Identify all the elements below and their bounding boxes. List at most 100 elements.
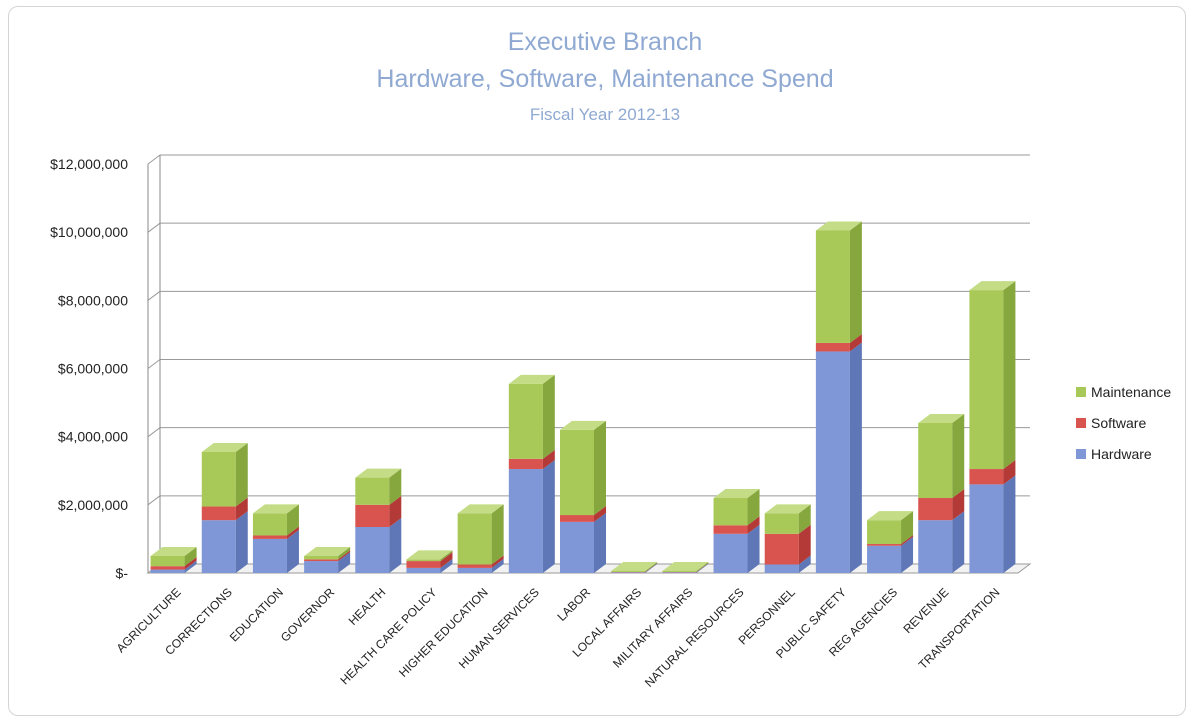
y-tick-label: $4,000,000 — [58, 429, 128, 445]
x-tick-label-higher-education: HIGHER EDUCATION — [396, 585, 491, 680]
bar-health-software-side — [389, 495, 402, 527]
bar-transportation-software-front — [969, 469, 1004, 485]
bar-health-care-policy-software — [406, 552, 453, 568]
bar-education-hardware-side — [286, 529, 299, 573]
bar-military-affairs-maintenance — [662, 561, 709, 572]
bar-military-affairs-software-side — [696, 562, 709, 573]
bar-top-natural-resources — [713, 489, 760, 499]
bar-group-local-affairs — [611, 561, 658, 573]
bar-transportation-software — [969, 460, 1016, 485]
legend-label-hardware: Hardware — [1091, 446, 1152, 462]
bar-top-military-affairs — [662, 561, 709, 571]
bar-education-maintenance-side — [286, 504, 299, 536]
bar-agriculture-maintenance-front — [150, 555, 185, 567]
bar-reg-agencies-hardware-side — [901, 536, 914, 573]
bar-governor-software-side — [338, 550, 351, 562]
legend: Maintenance Software Hardware — [1076, 384, 1171, 462]
bar-reg-agencies-maintenance — [867, 511, 914, 545]
bar-top-agriculture — [150, 546, 197, 556]
bar-personnel-maintenance-side — [798, 504, 811, 534]
bar-natural-resources-hardware — [713, 524, 760, 573]
bar-group-agriculture — [150, 546, 197, 573]
bar-higher-education-software-front — [457, 564, 492, 568]
bar-public-safety-software-front — [815, 342, 850, 352]
bar-transportation-hardware — [969, 475, 1016, 573]
bar-personnel-hardware — [764, 555, 811, 573]
bar-group-education — [252, 504, 299, 573]
legend-item-hardware: Hardware — [1076, 446, 1152, 462]
chart-title: Executive Branch — [508, 28, 703, 56]
bar-health-maintenance-side — [389, 468, 402, 505]
x-tick-label-education: EDUCATION — [227, 585, 286, 644]
bar-local-affairs-hardware-front — [611, 572, 646, 573]
bar-top-health-care-policy — [406, 550, 453, 560]
bar-health-maintenance-front — [355, 477, 390, 505]
bar-revenue-maintenance-front — [918, 423, 953, 499]
legend-label-maintenance: Maintenance — [1091, 384, 1171, 400]
bar-higher-education-hardware-side — [491, 558, 504, 573]
bar-revenue-maintenance — [918, 414, 965, 499]
bar-labor-hardware-side — [594, 512, 606, 573]
bar-public-safety-maintenance-side — [849, 221, 862, 343]
bar-governor-software — [304, 550, 351, 562]
bar-natural-resources-hardware-front — [713, 533, 748, 573]
y-tick-label: $12,000,000 — [50, 156, 128, 172]
bar-public-safety-hardware-side — [849, 342, 862, 573]
y-tick-label: $2,000,000 — [58, 497, 128, 513]
bar-top-human-services — [508, 374, 555, 384]
bar-local-affairs-software — [611, 562, 658, 573]
bar-reg-agencies-hardware — [867, 536, 914, 573]
bar-health-care-policy-hardware-front — [406, 567, 441, 573]
bar-transportation-maintenance-side — [1003, 281, 1016, 470]
bar-reg-agencies-software — [867, 535, 914, 546]
bar-governor-software-front — [304, 559, 339, 562]
chart-fiscal-year: Fiscal Year 2012-13 — [530, 105, 680, 124]
bar-corrections-software-front — [201, 506, 236, 521]
bar-group-revenue — [918, 414, 965, 573]
bar-agriculture-software-front — [150, 566, 185, 570]
legend-swatch-hardware — [1076, 449, 1086, 459]
bar-governor-hardware-front — [304, 561, 339, 573]
bar-revenue-software-front — [918, 498, 953, 521]
bar-governor-maintenance — [304, 546, 351, 560]
bar-agriculture-maintenance-side — [184, 546, 197, 567]
bar-group-health — [355, 468, 402, 573]
bar-personnel-hardware-front — [764, 564, 799, 573]
bar-agriculture-hardware-front — [150, 569, 185, 573]
bar-revenue-maintenance-side — [952, 414, 965, 499]
bar-higher-education-hardware — [457, 558, 504, 573]
bar-group-military-affairs — [662, 561, 709, 573]
gridline-depth — [147, 154, 161, 165]
bar-local-affairs-maintenance — [611, 561, 658, 572]
y-tick-label: $8,000,000 — [58, 292, 128, 308]
legend-swatch-software — [1076, 418, 1086, 428]
bar-top-higher-education — [457, 504, 504, 514]
bar-education-maintenance — [252, 504, 299, 536]
bar-higher-education-software-side — [491, 555, 504, 568]
bar-reg-agencies-maintenance-front — [867, 520, 902, 545]
bar-human-services-maintenance-front — [508, 383, 543, 459]
bar-personnel-software-side — [798, 524, 811, 565]
x-tick-label-revenue: REVENUE — [900, 585, 951, 636]
gridline-depth — [147, 222, 161, 233]
bar-corrections-software-side — [235, 497, 248, 521]
gridline-depth — [147, 427, 161, 438]
bar-group-natural-resources — [713, 489, 760, 573]
bar-reg-agencies-maintenance-side — [901, 511, 914, 545]
bar-health-hardware-side — [389, 517, 402, 573]
bar-governor-hardware-side — [338, 552, 351, 573]
bar-group-corrections — [201, 443, 248, 573]
bar-labor-hardware-front — [560, 521, 594, 573]
bar-group-governor — [304, 546, 351, 573]
bar-education-software-front — [252, 535, 287, 539]
bar-revenue-software-side — [952, 489, 965, 521]
bar-human-services-software-side — [542, 449, 555, 470]
bar-human-services-maintenance — [508, 374, 555, 459]
y-tick-label: $10,000,000 — [50, 224, 128, 240]
bar-human-services-hardware-side — [542, 460, 555, 573]
bar-military-affairs-hardware-front — [662, 572, 697, 573]
bar-agriculture-software-side — [184, 557, 197, 570]
bar-personnel-maintenance-front — [764, 513, 799, 534]
bar-health-care-policy-hardware-side — [440, 558, 453, 573]
